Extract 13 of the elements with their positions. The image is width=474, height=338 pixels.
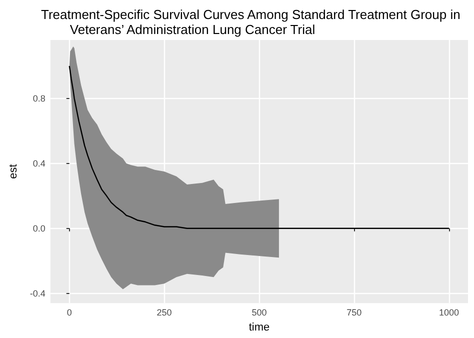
x-axis-title: time — [248, 322, 270, 334]
chart-title: Treatment-Specific Survival Curves Among Standard Treatment Group in Veterans’ Administration Lung Cancer Trial — [41, 7, 460, 37]
y-tick-label: -0.4 — [30, 288, 46, 298]
x-tick-label: 1000 — [439, 308, 460, 318]
y-tick-label: 0.0 — [32, 223, 46, 234]
line-series — [68, 65, 450, 229]
y-axis-title: est — [8, 164, 20, 179]
x-tick-label: 500 — [252, 308, 267, 318]
x-tick-label: 0 — [66, 308, 72, 318]
y-tick-label: 0.4 — [32, 158, 46, 168]
x-tick-label: 250 — [156, 308, 172, 318]
y-tick-label: 0.8 — [32, 93, 46, 104]
x-tick-label: 750 — [346, 308, 362, 318]
